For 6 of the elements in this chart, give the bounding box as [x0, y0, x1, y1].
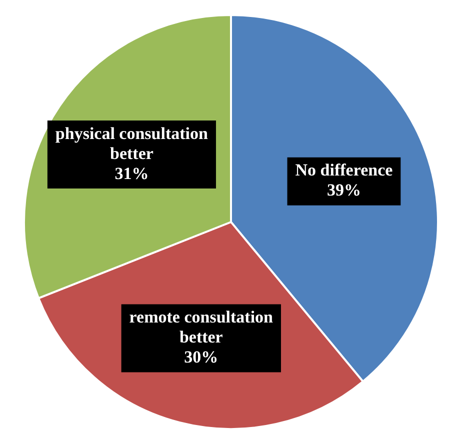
- slice-label: No difference: [295, 160, 394, 180]
- slice-label: remote consultation better: [129, 308, 274, 347]
- data-label: 31%: [114, 164, 149, 183]
- data-label: 39%: [326, 180, 361, 200]
- data-label: 30%: [184, 348, 218, 367]
- slice-label: physical consultation better: [55, 124, 209, 163]
